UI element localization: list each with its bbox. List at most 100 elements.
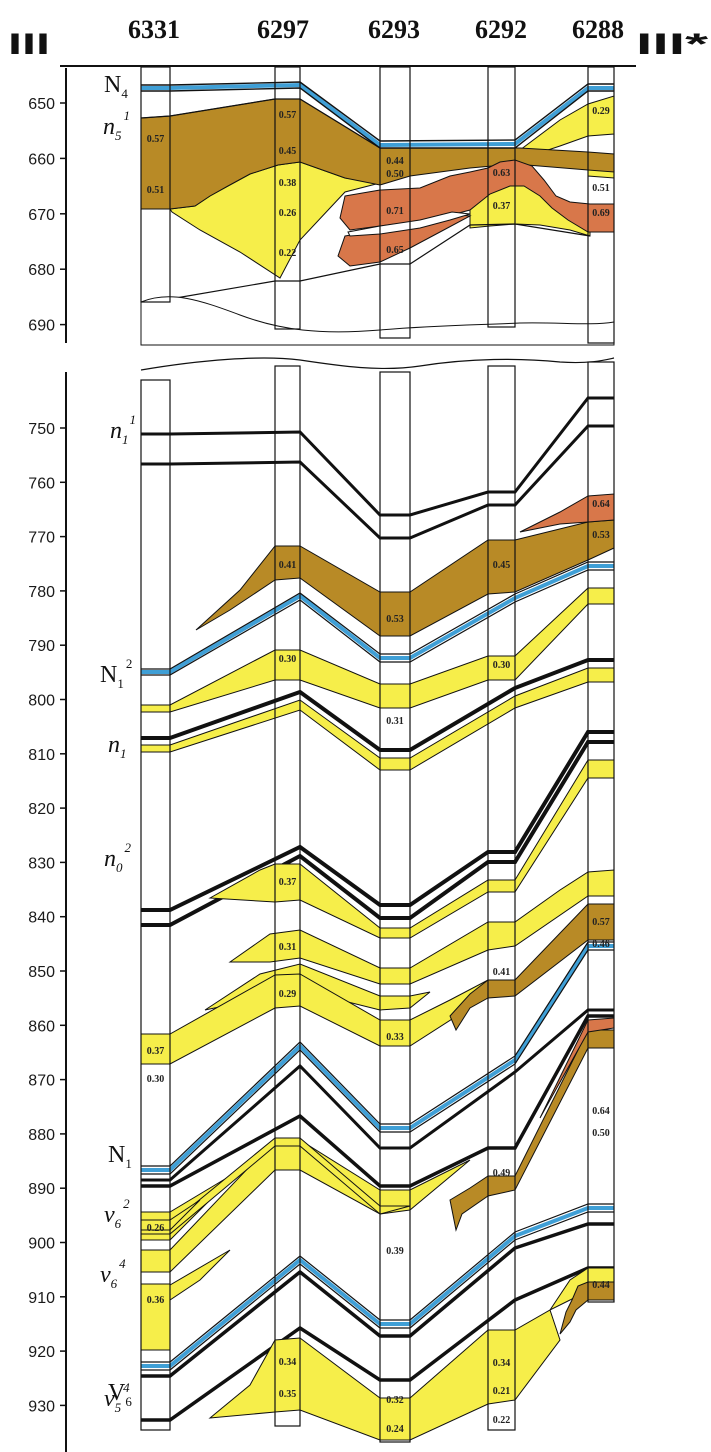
- porosity-value: 0.65: [386, 245, 404, 256]
- horizon-label: N4: [104, 72, 128, 101]
- porosity-value: 0.64: [592, 499, 610, 510]
- horizon-main: n: [108, 732, 120, 758]
- lower-yellow-band-7: [140, 1283, 171, 1351]
- lower-brown-wedge-3: [449, 1029, 615, 1232]
- lower-line-n1: [141, 658, 614, 752]
- porosity-value: 0.29: [279, 989, 297, 1000]
- lower-column-6293: [379, 371, 411, 1443]
- axis-tick-label: 900: [28, 1236, 55, 1253]
- horizon-label: v64: [100, 1256, 126, 1291]
- porosity-value: 0.24: [386, 1424, 404, 1435]
- horizon-subscript: 6: [125, 1394, 132, 1409]
- axis-tick-label: 910: [28, 1290, 55, 1307]
- upper-column-6297: [274, 66, 301, 330]
- axis-tick-label: 800: [28, 693, 55, 710]
- axis-tick-label: 650: [28, 96, 55, 113]
- horizon-main: N: [100, 662, 117, 688]
- horizon-main: n: [104, 846, 116, 872]
- lower-line-v5-b: [141, 1266, 614, 1422]
- well-label-6331: 6331: [128, 15, 180, 44]
- porosity-value: 0.30: [493, 660, 511, 671]
- porosity-value: 0.44: [592, 1280, 610, 1291]
- horizon-superscript: 4: [119, 1256, 126, 1271]
- upper-column-6292: [487, 66, 516, 328]
- horizon-superscript: 2: [125, 840, 132, 855]
- lower-marker-n1-2-edge-a: [141, 561, 614, 670]
- porosity-value: 0.51: [147, 185, 165, 196]
- horizon-label: n1: [108, 732, 127, 761]
- porosity-value: 0.36: [147, 1295, 165, 1306]
- upper-column-6293: [379, 66, 411, 339]
- horizon-main: N: [104, 72, 121, 98]
- horizon-superscript: 2: [126, 656, 133, 671]
- horizon-subscript: 4: [121, 86, 128, 101]
- porosity-value: 0.51: [592, 183, 610, 194]
- porosity-value: 0.41: [279, 560, 297, 571]
- axis-tick-label: 670: [28, 207, 55, 224]
- lower-marker-v6-edge-b: [141, 1211, 614, 1371]
- lower-column-6292: [487, 365, 516, 1431]
- horizon-superscript: 1: [124, 108, 131, 123]
- porosity-value: 0.71: [386, 206, 404, 217]
- porosity-value: 0.64: [592, 1106, 610, 1117]
- porosity-value: 0.29: [592, 106, 610, 117]
- well-label-6292: 6292: [475, 15, 527, 44]
- lower-column-6331: [140, 379, 171, 1431]
- horizon-main: v: [104, 1202, 115, 1228]
- lower-marker-n1: [141, 944, 614, 1172]
- porosity-value: 0.38: [279, 178, 297, 189]
- horizon-label: N12: [100, 656, 132, 691]
- lower-column-6288: [587, 361, 615, 1303]
- porosity-value: 0.37: [147, 1046, 165, 1057]
- value-labels: 0.57 0.51 0.37 0.30 0.26 0.36 0.57 0.45 0.38 0.26…: [147, 106, 610, 1435]
- horizon-subscript: 6: [111, 1276, 118, 1291]
- lower-line-v5-a: [141, 1222, 614, 1378]
- left-section-marker: III: [8, 28, 50, 61]
- lower-marker-v6-edge-a: [141, 1203, 614, 1363]
- porosity-value: 0.37: [493, 201, 511, 212]
- porosity-value: 0.53: [386, 614, 404, 625]
- axis-tick-label: 890: [28, 1181, 55, 1198]
- horizon-subscript: 1: [120, 746, 127, 761]
- horizon-superscript: 1: [130, 412, 137, 427]
- axis-tick-label: 760: [28, 475, 55, 492]
- horizon-main: v: [104, 1386, 115, 1412]
- horizon-label: n51: [103, 108, 130, 143]
- porosity-value: 0.46: [592, 939, 610, 950]
- porosity-value: 0.30: [147, 1074, 165, 1085]
- horizon-label: n11: [110, 412, 136, 447]
- porosity-value: 0.30: [279, 654, 297, 665]
- horizon-label: N1: [108, 1142, 132, 1171]
- porosity-value: 0.41: [493, 967, 511, 978]
- horizon-label: v62: [104, 1196, 130, 1231]
- upper-boundary-2: [169, 223, 591, 300]
- lower-marker-n1-edge-b: [141, 949, 614, 1175]
- axis-tick-label: 750: [28, 421, 55, 438]
- axis-tick-label: 690: [28, 318, 55, 335]
- porosity-value: 0.33: [386, 1032, 404, 1043]
- axis-tick-label: 780: [28, 584, 55, 601]
- porosity-value: 0.45: [279, 146, 297, 157]
- upper-panel: [140, 66, 615, 346]
- axis-tick-label: 920: [28, 1344, 55, 1361]
- lower-tick-group: 750 760 770 780 790 800 810 820 830 840 850 860 870 8…: [28, 421, 66, 1415]
- upper-tick-group: 650 660 670 680 690: [28, 96, 66, 335]
- axis-tick-label: 810: [28, 747, 55, 764]
- porosity-value: 0.34: [279, 1357, 297, 1368]
- axis-tick-label: 870: [28, 1073, 55, 1090]
- axis-tick-label: 850: [28, 964, 55, 981]
- lower-marker-v6: [141, 1206, 614, 1368]
- horizon-label: V6: [108, 1380, 132, 1409]
- horizon-label: v54: [104, 1380, 130, 1415]
- lower-well-columns: [140, 361, 615, 1443]
- horizon-subscript: 6: [115, 1216, 122, 1231]
- horizon-superscript: 2: [123, 1196, 130, 1211]
- porosity-value: 0.31: [279, 942, 297, 953]
- well-label-6297: 6297: [257, 15, 309, 44]
- axis-tick-label: 880: [28, 1127, 55, 1144]
- depth-axis: 650 660 670 680 690 750 760 770 780 790 800 810 820…: [28, 68, 67, 1452]
- porosity-value: 0.35: [279, 1389, 297, 1400]
- axis-tick-label: 830: [28, 855, 55, 872]
- porosity-value: 0.31: [386, 716, 404, 727]
